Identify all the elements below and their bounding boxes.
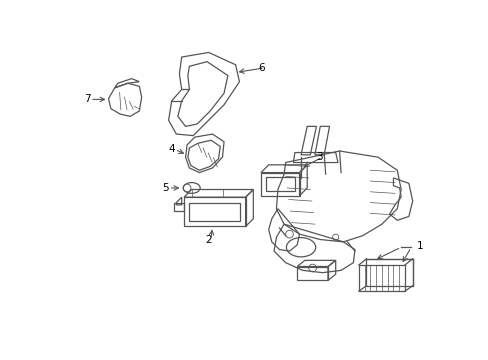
Text: 6: 6 — [258, 63, 265, 73]
Text: 3: 3 — [316, 152, 323, 162]
Text: 2: 2 — [204, 235, 211, 244]
Text: 5: 5 — [162, 183, 169, 193]
Text: 4: 4 — [168, 144, 175, 154]
Text: 1: 1 — [416, 241, 422, 251]
Text: 7: 7 — [84, 94, 90, 104]
